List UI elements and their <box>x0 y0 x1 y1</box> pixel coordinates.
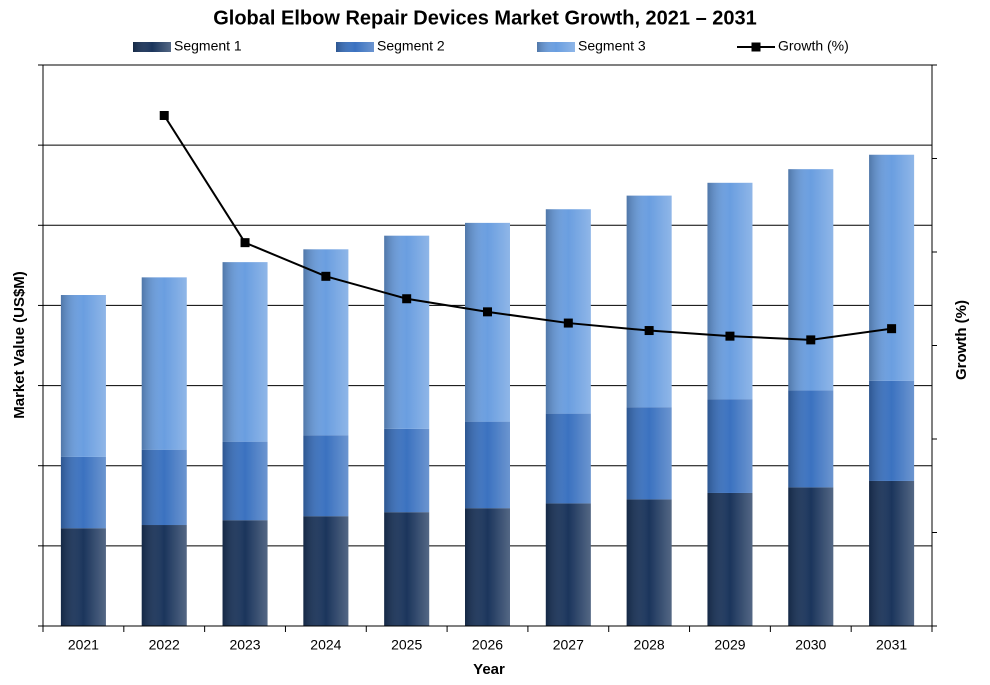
bar-sheen <box>788 390 834 488</box>
legend-sheen <box>336 42 374 52</box>
bar-sheen <box>788 487 834 626</box>
line-marker <box>806 335 816 345</box>
bar-sheen <box>384 428 430 513</box>
legend-label: Segment 3 <box>578 38 646 54</box>
x-axis-title: Year <box>473 661 505 678</box>
x-tick-label: 2028 <box>634 637 665 653</box>
bar-sheen <box>384 512 430 626</box>
line-marker <box>644 326 654 336</box>
bar-sheen <box>869 480 915 626</box>
bar-sheen <box>626 407 672 500</box>
bar-sheen <box>222 441 268 521</box>
bar-sheen <box>707 492 753 626</box>
bar-sheen <box>707 399 753 493</box>
bar-sheen <box>303 435 349 517</box>
line-marker <box>725 331 735 341</box>
x-tick-label: 2027 <box>553 637 584 653</box>
bar-sheen <box>141 449 187 526</box>
bar-sheen <box>222 520 268 626</box>
bar-sheen <box>141 277 187 450</box>
legend-label: Segment 2 <box>377 38 445 54</box>
bar-sheen <box>141 525 187 626</box>
legend-sheen <box>133 42 171 52</box>
bar-sheen <box>465 421 510 509</box>
bar-sheen <box>707 182 753 400</box>
bar-sheen <box>303 516 349 626</box>
x-tick-label: 2029 <box>714 637 745 653</box>
y-axis-title: Market Value (US$M) <box>11 271 28 419</box>
line-marker <box>159 110 169 120</box>
x-tick-label: 2022 <box>149 637 180 653</box>
bar-sheen <box>222 262 268 442</box>
chart-title: Global Elbow Repair Devices Market Growt… <box>213 7 757 29</box>
line-marker <box>402 294 412 304</box>
bar-sheen <box>626 195 672 408</box>
bar-sheen <box>788 169 834 391</box>
legend-marker <box>751 42 761 52</box>
line-marker <box>483 307 492 317</box>
bar-sheen <box>545 503 591 626</box>
y2-axis-title: Growth (%) <box>953 300 970 380</box>
x-tick-label: 2025 <box>391 637 422 653</box>
legend-sheen <box>537 42 575 52</box>
bar-sheen <box>60 456 106 529</box>
x-tick-label: 2023 <box>229 637 260 653</box>
bar-sheen <box>545 413 591 504</box>
legend-label: Segment 1 <box>174 38 242 54</box>
line-marker <box>887 324 897 334</box>
line-marker <box>563 318 573 328</box>
bar-sheen <box>384 235 430 429</box>
line-marker <box>240 238 250 248</box>
bar-sheen <box>60 295 106 457</box>
x-tick-label: 2021 <box>68 637 99 653</box>
legend-label: Growth (%) <box>778 38 849 54</box>
bar-sheen <box>465 222 510 422</box>
bar-sheen <box>869 154 915 381</box>
x-tick-label: 2024 <box>310 637 341 653</box>
x-tick-label: 2026 <box>472 637 503 653</box>
bar-sheen <box>869 380 915 481</box>
x-tick-label: 2030 <box>795 637 826 653</box>
bar-sheen <box>626 499 672 626</box>
line <box>163 114 892 341</box>
bar-sheen <box>465 508 510 626</box>
bar-sheen <box>60 528 106 626</box>
line-marker <box>321 271 331 281</box>
bar-sheen <box>545 209 591 414</box>
x-tick-label: 2031 <box>876 637 907 653</box>
